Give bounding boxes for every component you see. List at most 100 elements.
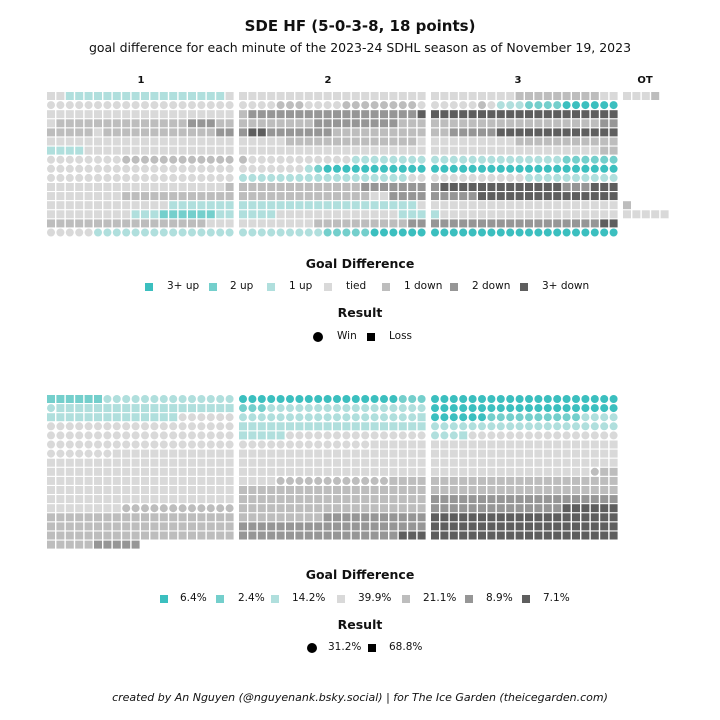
minute-cell	[515, 192, 524, 201]
sorted-minute-cell	[398, 413, 407, 422]
sorted-minute-cell	[553, 422, 562, 431]
sorted-minute-cell	[267, 404, 276, 413]
sorted-minute-cell	[609, 395, 618, 403]
minute-cell	[206, 183, 215, 191]
minute-cell	[239, 92, 247, 100]
sorted-minute-cell	[459, 449, 468, 458]
sorted-minute-cell	[188, 395, 196, 403]
minute-cell	[112, 210, 121, 219]
minute-cell	[431, 228, 439, 237]
sorted-minute-cell	[276, 404, 285, 413]
sorted-minute-cell	[188, 413, 196, 422]
minute-cell	[65, 137, 74, 146]
sorted-minute-cell	[47, 431, 55, 440]
sorted-minute-cell	[75, 404, 84, 413]
minute-cell	[103, 201, 112, 210]
minute-cell	[47, 137, 55, 146]
minute-cell	[257, 119, 266, 128]
sorted-minute-cell	[206, 458, 215, 467]
sorted-minute-cell	[333, 522, 341, 531]
minute-cell	[449, 228, 458, 237]
sorted-minute-cell	[103, 495, 112, 504]
sorted-minute-cell	[389, 413, 398, 422]
minute-cell	[257, 146, 266, 155]
sorted-minute-cell	[197, 449, 206, 458]
sorted-minute-cell	[257, 458, 266, 467]
sorted-minute-cell	[276, 422, 285, 431]
minute-cell	[515, 173, 524, 182]
minute-cell	[342, 110, 351, 119]
minute-cell	[131, 164, 140, 173]
minute-cell	[197, 201, 206, 210]
minute-cell	[178, 128, 187, 137]
minute-cell	[496, 164, 505, 173]
minute-cell	[370, 146, 379, 155]
sorted-minute-cell	[225, 522, 234, 531]
minute-cell	[122, 146, 131, 155]
minute-cell	[534, 173, 543, 182]
minute-cell	[333, 173, 341, 182]
minute-cell	[553, 146, 562, 155]
minute-cell	[188, 173, 196, 182]
sorted-minute-cell	[103, 467, 112, 476]
chart-subtitle: goal difference for each minute of the 2…	[88, 40, 632, 55]
minute-cell	[590, 128, 599, 137]
minute-cell	[572, 173, 580, 182]
sorted-minute-cell	[590, 431, 599, 440]
minute-cell	[47, 146, 55, 155]
minute-cell	[553, 183, 562, 191]
sorted-minute-cell	[506, 449, 515, 458]
minute-cell	[267, 137, 276, 146]
sorted-minute-cell	[197, 431, 206, 440]
sorted-minute-cell	[543, 404, 552, 413]
sorted-minute-cell	[562, 513, 571, 522]
sorted-minute-cell	[525, 531, 533, 540]
sorted-minute-cell	[553, 495, 562, 504]
minute-cell	[609, 155, 618, 164]
sorted-minute-cell	[206, 486, 215, 494]
minute-cell	[323, 192, 332, 201]
minute-cell	[440, 128, 449, 137]
minute-cell	[94, 119, 102, 128]
sorted-minute-cell	[197, 522, 206, 531]
sorted-minute-cell	[276, 413, 285, 422]
minute-cell	[440, 137, 449, 146]
sorted-minute-cell	[94, 540, 102, 549]
sorted-minute-cell	[65, 422, 74, 431]
sorted-minute-cell	[169, 413, 178, 422]
sorted-minute-cell	[131, 449, 140, 458]
minute-cell	[515, 219, 524, 228]
sorted-minute-cell	[65, 440, 74, 449]
minute-cell	[94, 173, 102, 182]
minute-cell	[65, 164, 74, 173]
sorted-minute-cell	[506, 404, 515, 413]
sorted-minute-cell	[216, 404, 225, 413]
minute-cell	[496, 92, 505, 100]
sorted-minute-cell	[295, 495, 304, 504]
sorted-minute-cell	[257, 395, 266, 403]
minute-cell	[408, 137, 417, 146]
sorted-minute-cell	[239, 531, 247, 540]
minute-cell	[590, 228, 599, 237]
minute-cell	[141, 146, 149, 155]
sorted-minute-cell	[122, 404, 131, 413]
minute-cell	[370, 128, 379, 137]
minute-cell	[84, 101, 93, 110]
sorted-minute-cell	[276, 476, 285, 485]
minute-cell	[150, 92, 159, 100]
sorted-minute-cell	[304, 413, 313, 422]
minute-cell	[65, 173, 74, 182]
sorted-minute-cell	[47, 476, 55, 485]
minute-cell	[609, 210, 618, 219]
minute-cell	[478, 137, 486, 146]
sorted-minute-cell	[534, 395, 543, 403]
sorted-minute-cell	[459, 504, 468, 513]
sorted-minute-cell	[342, 495, 351, 504]
sorted-minute-cell	[122, 431, 131, 440]
minute-cell	[122, 137, 131, 146]
sorted-minute-cell	[276, 395, 285, 403]
sorted-minute-cell	[122, 504, 131, 513]
minute-cell	[197, 119, 206, 128]
minute-cell	[84, 183, 93, 191]
sorted-minute-cell	[47, 413, 55, 422]
